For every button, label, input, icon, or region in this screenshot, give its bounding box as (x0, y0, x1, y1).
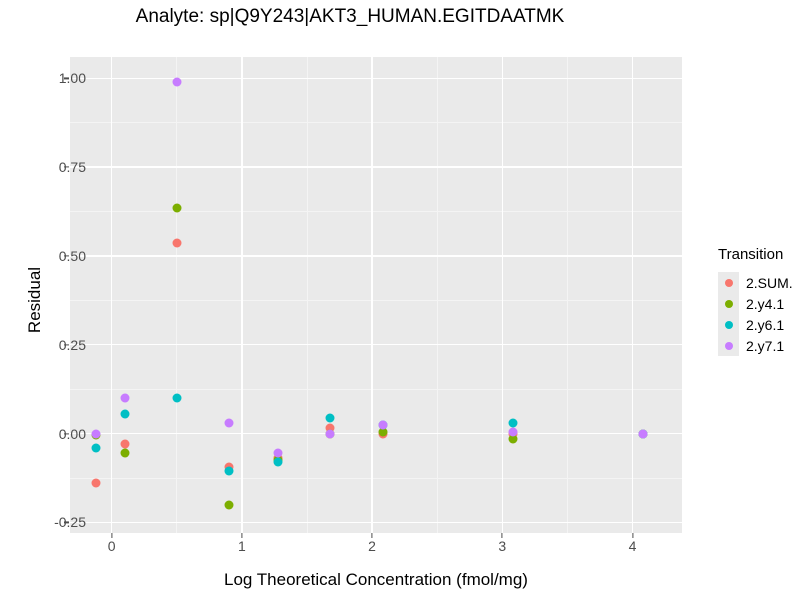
gridline-major-horizontal (70, 166, 682, 168)
data-point (172, 77, 182, 87)
legend-item-2-y4-1[interactable]: 2.y4.1 (718, 293, 793, 314)
gridline-minor-horizontal (70, 122, 682, 124)
x-axis-tick-mark (371, 533, 373, 538)
legend-items: 2.SUM. 2.y4.1 2.y6.1 2.y7.1 (718, 272, 793, 356)
gridline-minor-horizontal (70, 211, 682, 212)
y-axis-tick-mark (64, 521, 69, 523)
data-point (325, 413, 335, 423)
legend-item-label: 2.SUM. (746, 274, 793, 291)
y-axis-tick-mark (64, 344, 69, 346)
data-point (120, 393, 130, 403)
gridline-major-vertical (501, 57, 503, 533)
gridline-major-vertical (110, 57, 113, 533)
data-point (325, 429, 335, 439)
gridline-minor-vertical (306, 57, 308, 533)
legend-item-2-y6-1[interactable]: 2.y6.1 (718, 314, 793, 335)
legend-key-swatch (718, 335, 739, 356)
y-axis-tick-label: 0.50 (58, 247, 86, 264)
data-point (508, 434, 518, 444)
legend-item-label: 2.y4.1 (746, 295, 785, 312)
legend-item-2-y7-1[interactable]: 2.y7.1 (718, 335, 793, 356)
data-point (172, 203, 182, 213)
data-point (224, 500, 234, 510)
gridline-major-vertical (371, 57, 373, 533)
data-point (224, 466, 234, 476)
y-axis-tick-label: 0.00 (58, 425, 86, 442)
gridline-major-vertical (241, 57, 243, 533)
y-axis-tick-label: 1.00 (58, 70, 86, 87)
legend-item-label: 2.y7.1 (746, 337, 785, 354)
x-axis-tick-mark (631, 533, 634, 538)
data-point (120, 448, 130, 458)
y-axis-tick-mark (64, 166, 69, 168)
data-point (508, 418, 518, 428)
gridline-minor-horizontal (70, 388, 682, 390)
y-axis-tick-mark (64, 77, 69, 79)
data-point (120, 439, 130, 449)
x-axis-tick-label: 3 (498, 538, 507, 554)
data-point (120, 409, 130, 419)
gridline-minor-vertical (436, 57, 438, 533)
data-point (91, 429, 101, 439)
legend-key-swatch (718, 293, 739, 314)
x-axis-tick-label: 4 (628, 538, 637, 554)
gridline-major-horizontal (70, 432, 682, 435)
gridline-minor-horizontal (70, 299, 682, 301)
gridline-major-vertical (631, 57, 634, 533)
data-point (224, 418, 234, 428)
legend: Transition 2.SUM. 2.y4.1 2.y6.1 2.y7.1 (718, 246, 793, 356)
gridline-minor-vertical (567, 57, 568, 533)
y-axis-tick-label: 0.75 (58, 159, 86, 176)
x-axis-tick-label: 0 (107, 538, 116, 554)
y-axis-tick-label: -0.25 (54, 514, 86, 531)
x-axis-tick-label: 2 (368, 538, 376, 554)
legend-dot-icon (724, 341, 733, 350)
data-point (273, 448, 283, 458)
x-axis-tick-mark (241, 533, 243, 538)
x-axis-tick-mark (111, 533, 113, 538)
legend-item-label: 2.y6.1 (746, 316, 785, 333)
data-point (638, 429, 648, 439)
plot-panel (70, 57, 682, 533)
legend-item-2-sum[interactable]: 2.SUM. (718, 272, 793, 293)
data-point (91, 478, 101, 488)
x-axis-tick-mark (501, 533, 503, 538)
x-axis-tick-label: 1 (237, 538, 246, 554)
x-axis-title: Log Theoretical Concentration (fmol/mg) (224, 570, 528, 589)
y-axis-tick-label: 0.25 (58, 336, 86, 353)
gridline-minor-horizontal (70, 477, 682, 479)
legend-title: Transition (718, 246, 784, 263)
gridline-major-horizontal (70, 521, 682, 524)
legend-dot-icon (724, 278, 733, 287)
data-point (325, 423, 335, 433)
data-point (508, 427, 518, 437)
data-point (378, 427, 387, 437)
legend-dot-icon (724, 320, 733, 329)
data-point (91, 443, 101, 453)
y-axis-tick-mark (64, 255, 69, 257)
data-point (273, 457, 283, 467)
data-point (172, 238, 182, 248)
legend-key-swatch (718, 314, 739, 335)
y-axis-tick-mark (64, 432, 69, 435)
gridline-major-horizontal (70, 344, 682, 346)
gridline-major-horizontal (70, 255, 682, 257)
legend-dot-icon (724, 299, 733, 308)
data-point (172, 393, 182, 403)
legend-key-swatch (718, 272, 739, 293)
y-axis-title: Residual (25, 266, 45, 334)
page-title: Analyte: sp|Q9Y243|AKT3_HUMAN.EGITDAATMK (135, 6, 565, 27)
gridline-major-horizontal (70, 77, 682, 79)
gridline-minor-vertical (176, 57, 178, 533)
data-point (378, 420, 387, 430)
